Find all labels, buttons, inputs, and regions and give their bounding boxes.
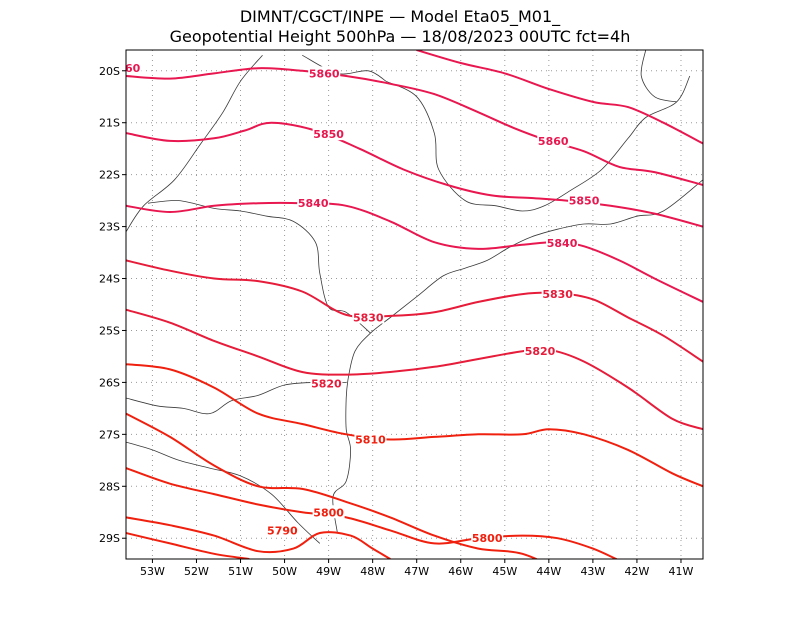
x-tick-label: 45W <box>492 565 517 578</box>
x-tick-label: 48W <box>360 565 385 578</box>
y-tick-label: 20S <box>99 65 120 78</box>
chart-title-line1: DIMNT/CGCT/INPE — Model Eta05_M01_ <box>240 7 561 27</box>
y-tick-label: 21S <box>99 117 120 130</box>
contour-5810 <box>126 363 703 488</box>
contour-label: 5810 <box>355 434 386 447</box>
y-tick-label: 24S <box>99 273 120 286</box>
x-tick-label: 43W <box>580 565 605 578</box>
axis-ticks: 53W 52W 51W 50W 49W 48W 47W 46W 45W 44W 43W 42W 41W 2… <box>99 65 694 578</box>
contour-label: 60 <box>125 62 141 75</box>
x-tick-label: 44W <box>536 565 561 578</box>
contour-label-bg <box>310 376 343 390</box>
contour-label: 5790 <box>267 524 298 537</box>
contour-label: 5840 <box>547 237 578 250</box>
contour-label-bg <box>308 66 341 80</box>
chart-title-line2: Geopotential Height 500hPa — 18/08/2023 … <box>170 27 631 46</box>
map-state-border-sp-pr <box>147 200 371 334</box>
contour-5820 <box>126 308 703 431</box>
plot-frame <box>125 49 704 560</box>
contour-label: 5860 <box>538 135 569 148</box>
contour-label: 5860 <box>309 67 340 80</box>
contour-label-bg <box>354 432 387 446</box>
contour-label-bg <box>266 523 299 537</box>
contour-label-bg <box>524 344 557 358</box>
map-state-border-west <box>126 54 263 233</box>
contour-label-bg <box>312 127 345 141</box>
contour-5860 <box>416 50 703 145</box>
contour-labels: 5860 5860 60 5850 5850 5840 5840 5830 5830 5820 58… <box>123 61 601 545</box>
map-state-border-east-es <box>640 50 677 103</box>
contour-label: 5850 <box>569 195 600 208</box>
contour-5790 <box>126 532 250 559</box>
contour-label: 5820 <box>525 345 556 358</box>
map-boundaries <box>126 50 703 544</box>
contour-label: 5800 <box>313 506 344 519</box>
x-tick-label: 49W <box>316 565 341 578</box>
x-tick-label: 42W <box>624 565 649 578</box>
contour-label: 5820 <box>311 377 342 390</box>
map-state-border-go <box>302 54 387 82</box>
x-tick-label: 50W <box>272 565 297 578</box>
y-tick-label: 29S <box>99 532 120 545</box>
grid-lines <box>126 50 703 559</box>
contour-label: 5840 <box>298 197 329 210</box>
x-tick-label: 53W <box>140 565 165 578</box>
x-tick-label: 46W <box>448 565 473 578</box>
contour-label: 5830 <box>542 288 573 301</box>
contour-5790 <box>126 516 391 559</box>
x-tick-label: 51W <box>228 565 253 578</box>
x-tick-label: 41W <box>669 565 694 578</box>
contour-label-bg <box>568 193 601 207</box>
contour-5800 <box>126 412 539 559</box>
contour-5860 <box>126 67 703 186</box>
y-tick-label: 25S <box>99 324 120 337</box>
y-tick-label: 26S <box>99 376 120 389</box>
contour-label-bg <box>471 531 504 545</box>
x-tick-label: 52W <box>184 565 209 578</box>
x-tick-label: 47W <box>404 565 429 578</box>
contour-5830 <box>126 259 703 363</box>
y-tick-label: 23S <box>99 221 120 234</box>
contour-label-bg <box>541 287 574 301</box>
contour-label: 5800 <box>472 532 503 545</box>
contour-5800 <box>126 467 619 559</box>
y-tick-label: 27S <box>99 428 120 441</box>
contour-5840 <box>126 201 703 303</box>
contour-label-bg <box>312 505 345 519</box>
contour-label-bg <box>123 61 142 75</box>
map-state-border-mg-rj-es <box>385 75 691 212</box>
map-coastline <box>332 179 703 534</box>
contour-label-bg <box>546 236 579 250</box>
y-tick-label: 28S <box>99 480 120 493</box>
contour-lines <box>126 50 703 559</box>
contour-label: 5850 <box>313 128 344 141</box>
contour-label-bg <box>297 196 330 210</box>
map-state-border-pr-sc <box>126 381 347 415</box>
contour-label-bg <box>352 310 385 324</box>
y-tick-label: 22S <box>99 169 120 182</box>
contour-label: 5830 <box>353 311 384 324</box>
contour-label-bg <box>537 133 570 147</box>
